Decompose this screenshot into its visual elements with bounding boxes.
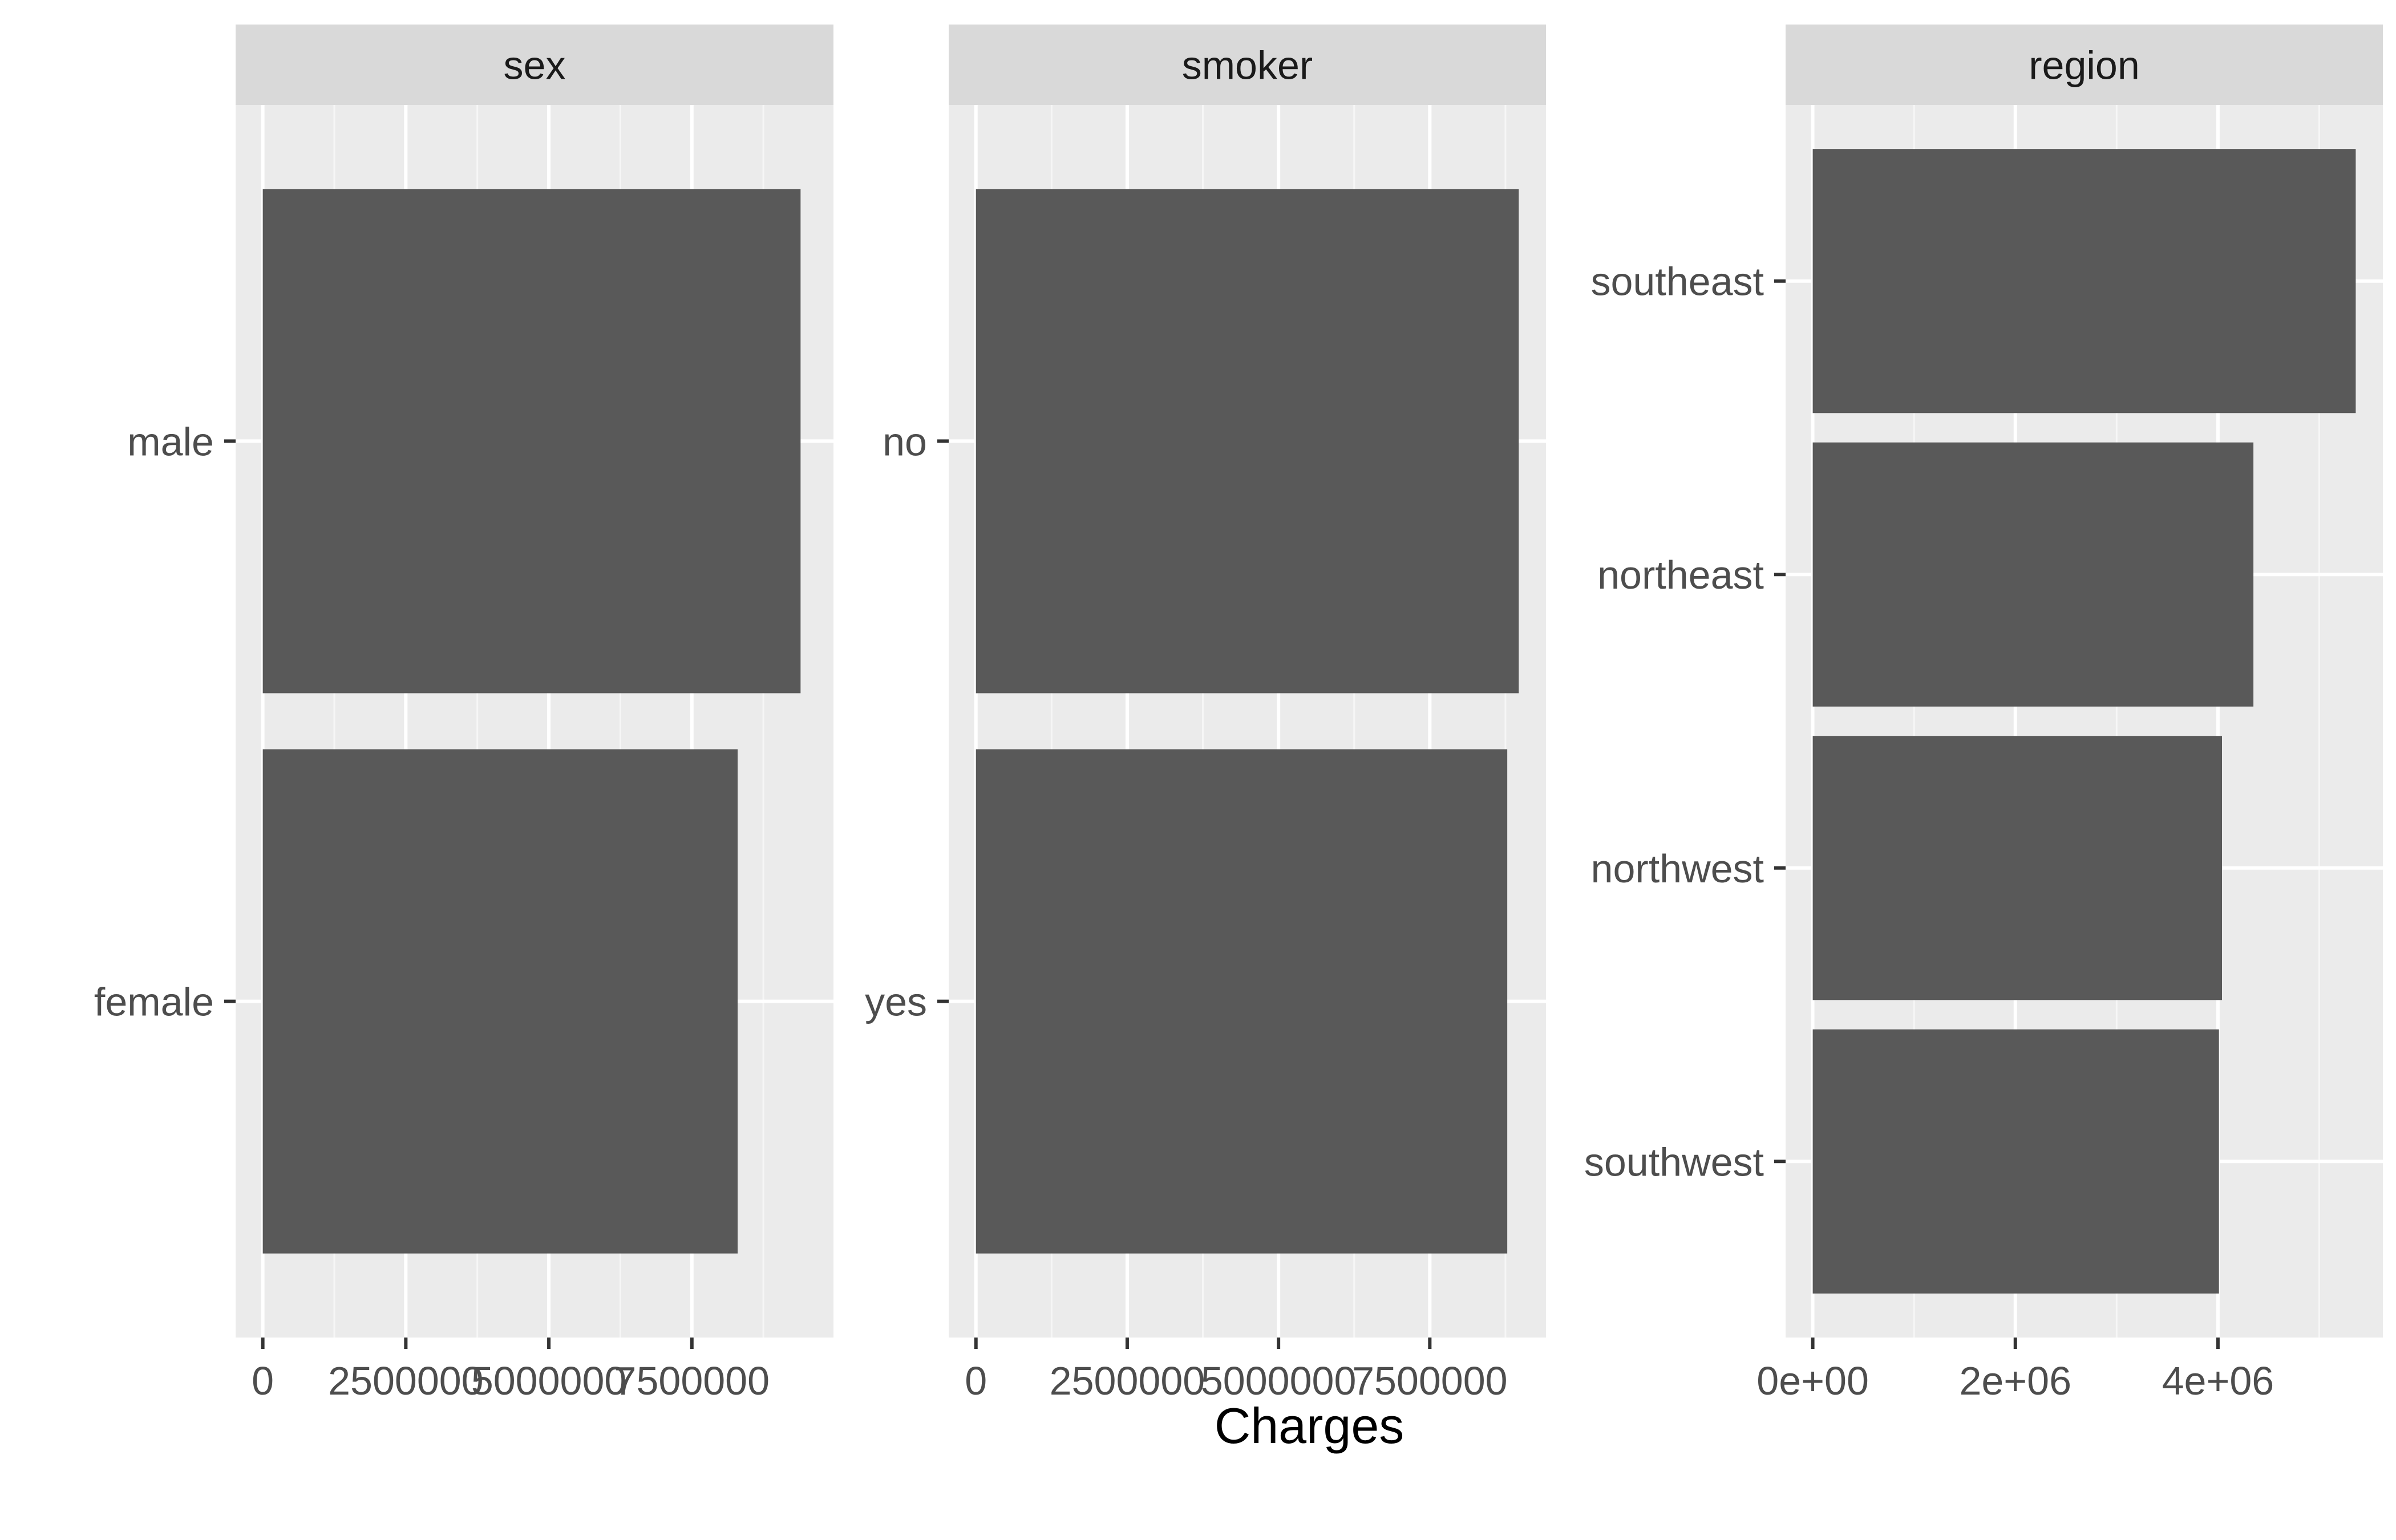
- x-tick-label: 0: [252, 1359, 274, 1403]
- bar-northeast: [1812, 442, 2254, 707]
- bar-southeast: [1812, 149, 2356, 414]
- y-tick-label-northwest: northwest: [1591, 846, 1764, 891]
- y-tick-label-southeast: southeast: [1590, 260, 1764, 304]
- x-tick-label: 2500000: [328, 1359, 484, 1403]
- x-tick-label: 0e+00: [1756, 1359, 1869, 1403]
- x-tick-label: 7500000: [1352, 1359, 1508, 1403]
- x-axis-title: Charges: [1215, 1397, 1405, 1454]
- facet-strip-label: sex: [504, 43, 566, 88]
- y-tick-label-male: male: [127, 419, 214, 464]
- x-tick-label: 0: [965, 1359, 987, 1403]
- y-tick-label-southwest: southwest: [1584, 1140, 1764, 1184]
- x-tick-label: 5000000: [1201, 1359, 1357, 1403]
- bar-yes: [976, 749, 1508, 1254]
- facet-strip-label: smoker: [1182, 43, 1313, 88]
- y-tick-label-no: no: [883, 419, 927, 464]
- x-tick-label: 2e+06: [1959, 1359, 2071, 1403]
- facet-strip: [236, 25, 833, 105]
- bar-male: [262, 189, 801, 694]
- facet-strip-label: region: [2029, 43, 2140, 88]
- bar-no: [976, 189, 1519, 694]
- facet-strip: [949, 25, 1546, 105]
- x-tick-label: 5000000: [471, 1359, 627, 1403]
- bar-southwest: [1812, 1029, 2219, 1294]
- x-tick-label: 7500000: [614, 1359, 770, 1403]
- x-tick-label: 4e+06: [2162, 1359, 2274, 1403]
- y-tick-label-northeast: northeast: [1597, 553, 1764, 597]
- y-tick-label-yes: yes: [865, 980, 927, 1024]
- y-tick-label-female: female: [94, 980, 214, 1024]
- bar-northwest: [1812, 736, 2223, 1000]
- bar-female: [262, 749, 738, 1254]
- x-tick-label: 2500000: [1050, 1359, 1205, 1403]
- facet-strip: [1786, 25, 2383, 105]
